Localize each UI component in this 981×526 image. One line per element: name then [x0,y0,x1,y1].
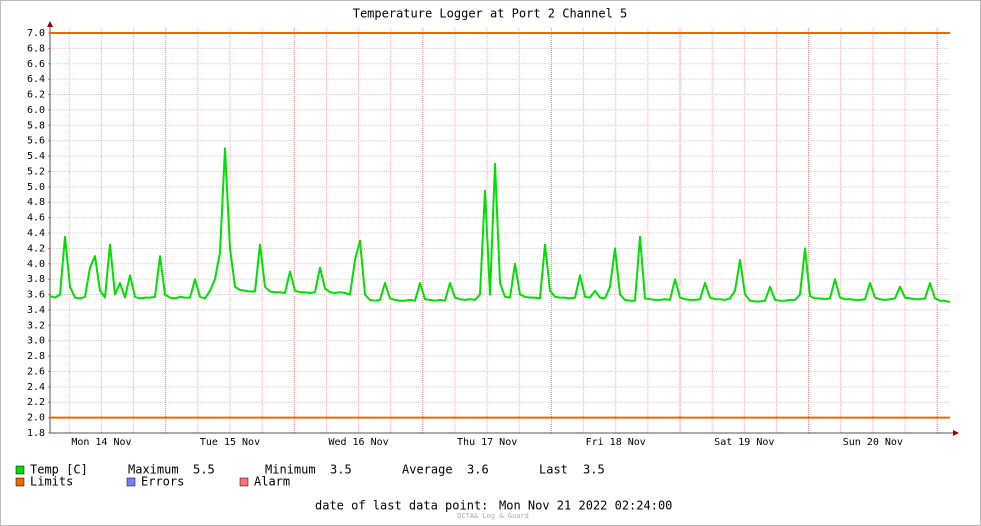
y-tick-label: 3.0 [27,336,45,347]
watermark: OCTA& Log & Guard [457,512,529,520]
y-tick-label: 6.2 [27,90,45,101]
legend-swatch [126,477,136,487]
stat-value: 5.5 [193,463,215,477]
y-tick-label: 2.2 [27,397,45,408]
y-arrow [47,21,53,27]
x-tick-label: Sat 19 Nov [714,437,774,448]
y-tick-label: 4.8 [27,197,45,208]
y-tick-label: 2.4 [27,382,45,393]
y-tick-label: 4.4 [27,228,45,239]
legend-label: Limits [30,475,73,489]
y-tick-label: 3.2 [27,320,45,331]
y-tick-label: 2.0 [27,413,45,424]
y-tick-label: 1.8 [27,428,45,439]
y-tick-label: 4.0 [27,259,45,270]
footer-label: date of last data point: [315,499,488,513]
y-tick-label: 6.4 [27,74,45,85]
footer-value: Mon Nov 21 2022 02:24:00 [499,499,672,513]
y-tick-label: 5.2 [27,166,45,177]
legend-swatch [15,477,25,487]
x-arrow [953,430,959,436]
y-tick-label: 7.0 [27,28,45,39]
y-tick-label: 5.0 [27,182,45,193]
stat-label: Maximum [128,463,179,477]
y-tick-label: 6.8 [27,43,45,54]
stat-value: 3.5 [330,463,352,477]
stat-value: 3.5 [583,463,605,477]
chart-title: Temperature Logger at Port 2 Channel 5 [353,7,628,21]
legend-label: Errors [141,475,184,489]
x-tick-label: Tue 15 Nov [200,437,260,448]
y-tick-label: 4.6 [27,213,45,224]
y-tick-label: 3.4 [27,305,45,316]
y-tick-label: 5.6 [27,136,45,147]
y-tick-label: 2.8 [27,351,45,362]
y-tick-label: 5.8 [27,120,45,131]
stat-label: Average [402,463,453,477]
y-tick-label: 6.6 [27,59,45,70]
y-tick-label: 4.2 [27,243,45,254]
y-tick-label: 3.6 [27,290,45,301]
legend-swatch [239,477,249,487]
legend-label: Alarm [254,475,290,489]
stat-label: Minimum [265,463,316,477]
legend-label: Temp [C] [30,463,88,477]
x-tick-label: Wed 16 Nov [328,437,388,448]
series-line [49,147,951,304]
x-tick-label: Fri 18 Nov [586,437,646,448]
y-tick-label: 6.0 [27,105,45,116]
stat-label: Last [539,463,568,477]
legend-swatch [15,465,25,475]
x-tick-label: Sun 20 Nov [843,437,903,448]
x-tick-label: Thu 17 Nov [457,437,517,448]
y-tick-label: 3.8 [27,274,45,285]
stat-value: 3.6 [467,463,489,477]
x-tick-label: Mon 14 Nov [71,437,131,448]
y-tick-label: 2.6 [27,366,45,377]
y-tick-label: 5.4 [27,151,45,162]
